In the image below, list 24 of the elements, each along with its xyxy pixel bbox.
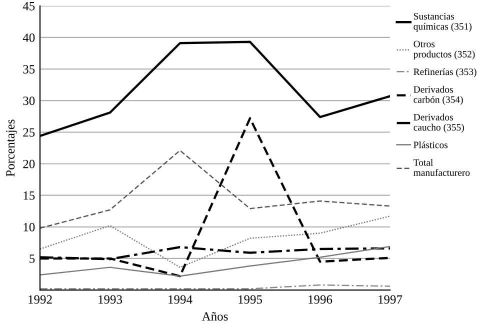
legend-label: Otros productos (352): [413, 40, 475, 60]
legend-label: Total manufacturero: [414, 158, 470, 176]
y-tick-label: 20: [23, 160, 35, 168]
legend-label: Sustancias químicas (351): [414, 13, 472, 32]
y-tick-label: 35: [23, 65, 35, 74]
y-tick-label: 10: [24, 222, 35, 232]
legend-label: Derivados carbón (354): [414, 86, 463, 105]
y-tick-label: 45: [22, 2, 35, 10]
x-tick-label: 1992: [28, 295, 52, 304]
x-tick-label: 1994: [168, 295, 192, 304]
y-tick-label: 40: [22, 33, 35, 42]
legend-label: Refinerías (353): [414, 68, 476, 78]
y-tick-label: 25: [23, 128, 35, 137]
x-tick-label: 1995: [238, 295, 262, 304]
y-axis-title: Porcentajes: [6, 120, 18, 176]
x-axis-title: Años: [202, 312, 228, 321]
y-tick-label: 30: [23, 96, 35, 106]
y-tick-label: 5: [30, 254, 35, 263]
legend-label: Plásticos: [414, 141, 448, 148]
legend-label: Derivados caucho (355): [414, 114, 464, 133]
x-tick-label: 1996: [308, 295, 332, 304]
x-tick-label: 1997: [378, 295, 402, 304]
x-tick-label: 1993: [98, 295, 122, 304]
y-tick-label: 15: [24, 191, 35, 200]
